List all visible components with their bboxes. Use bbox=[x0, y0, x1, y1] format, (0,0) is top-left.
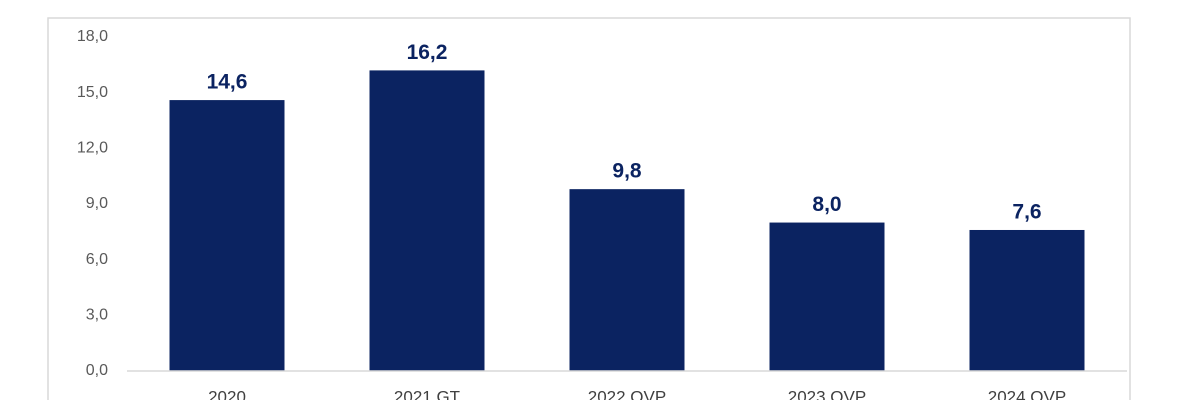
bar bbox=[969, 229, 1085, 371]
value-label: 16,2 bbox=[407, 41, 448, 64]
value-label: 14,6 bbox=[207, 71, 248, 94]
y-tick-label: 3,0 bbox=[86, 307, 108, 324]
x-tick-label: 2020 bbox=[208, 387, 246, 400]
value-label: 9,8 bbox=[612, 160, 642, 183]
bar bbox=[169, 100, 285, 371]
value-label: 7,6 bbox=[1012, 201, 1041, 224]
x-tick-label: 2021 GT bbox=[394, 387, 460, 400]
chart-frame bbox=[47, 17, 1131, 400]
bar bbox=[369, 70, 485, 372]
y-tick-label: 0,0 bbox=[86, 362, 108, 379]
y-tick-label: 18,0 bbox=[77, 28, 108, 45]
x-tick-label: 2024 OVP bbox=[988, 387, 1066, 400]
y-tick-label: 9,0 bbox=[86, 195, 108, 212]
x-tick-label: 2023 OVP bbox=[788, 387, 866, 400]
bar bbox=[769, 222, 885, 371]
y-tick-label: 15,0 bbox=[77, 84, 108, 101]
x-tick-label: 2022 OVP bbox=[588, 387, 666, 400]
value-label: 8,0 bbox=[812, 193, 841, 216]
bar bbox=[569, 189, 685, 371]
y-tick-label: 12,0 bbox=[77, 140, 108, 157]
y-tick-label: 6,0 bbox=[86, 251, 108, 268]
